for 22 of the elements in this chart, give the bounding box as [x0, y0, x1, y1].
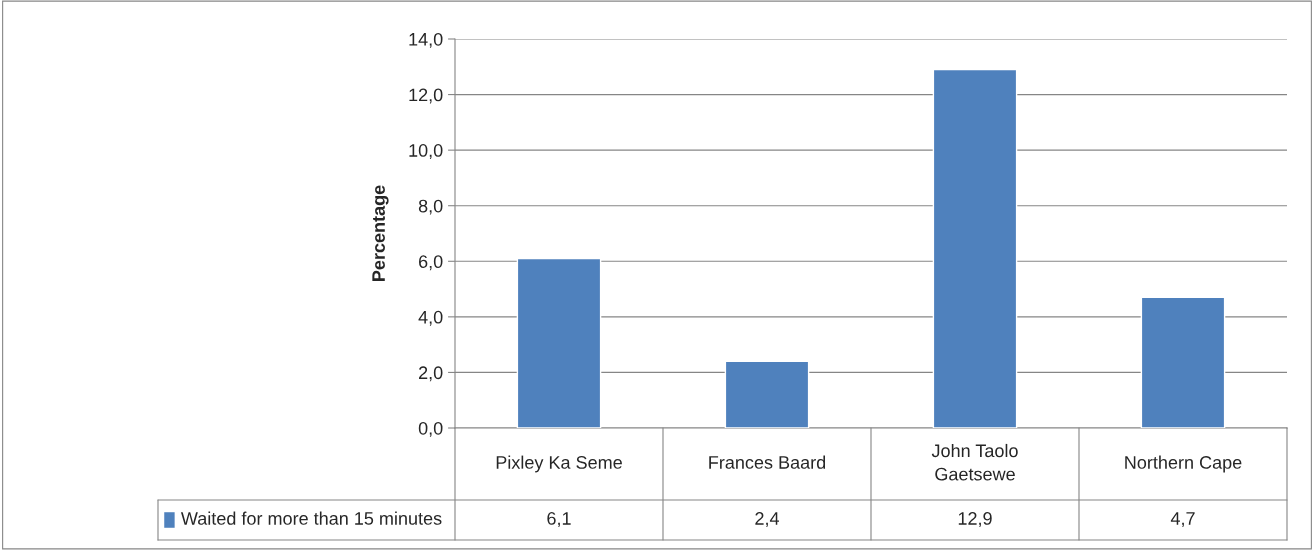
bar	[516, 257, 602, 428]
y-axis-title: Percentage	[372, 185, 389, 281]
data-label: 12,9	[958, 512, 992, 527]
legend-label: Waited for more than 15 minutes	[180, 511, 442, 525]
y-tick-label: 14,0	[409, 32, 443, 48]
y-tick-label: 10,0	[409, 144, 443, 159]
y-tick-label: 8,0	[418, 199, 443, 215]
y-tick-label: 2,0	[419, 366, 443, 382]
x-tick-label: John Taolo Gaetsewe	[931, 443, 1018, 481]
y-tick-label: 6,0	[419, 255, 443, 271]
data-label: 4,7	[1170, 512, 1195, 527]
bar	[724, 360, 810, 428]
data-label: 6,1	[547, 512, 571, 527]
y-tick-label: 12,0	[409, 88, 443, 104]
bar	[1140, 296, 1226, 428]
bar	[932, 68, 1018, 428]
x-tick-label: Frances Baard	[709, 455, 826, 469]
x-tick-label: Pixley Ka Seme	[496, 455, 622, 473]
y-tick-label: 0,0	[418, 421, 443, 437]
y-tick-label: 4,0	[418, 310, 443, 326]
x-tick-label: Northern Cape	[1125, 455, 1242, 473]
data-label: 2,4	[755, 512, 780, 527]
